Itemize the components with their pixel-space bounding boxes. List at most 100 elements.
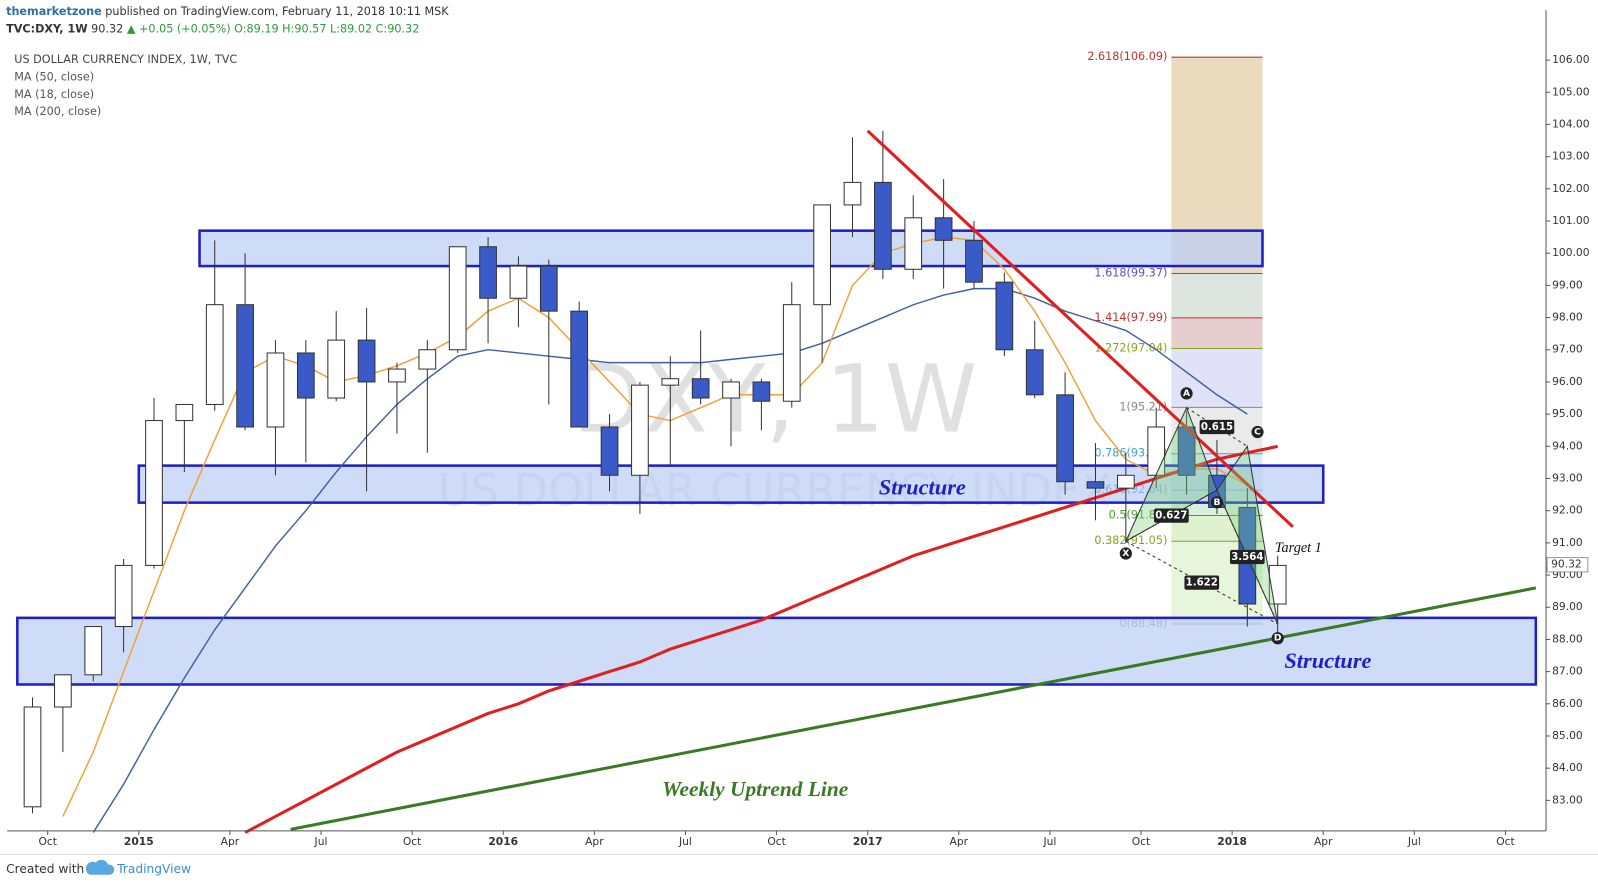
x-tick-label: Jul (678, 835, 692, 848)
brand-logo[interactable] (85, 859, 115, 875)
candle-body (84, 626, 103, 676)
y-tick-label: 91.00 (1552, 536, 1583, 549)
candle-body (661, 378, 680, 386)
candle-body (752, 381, 771, 402)
brand-link[interactable]: TradingView (116, 862, 191, 876)
ratio-badge (1199, 419, 1235, 435)
candle-body (266, 352, 285, 428)
pattern-point-badge (1271, 632, 1284, 645)
x-tick-label: 2015 (124, 835, 154, 848)
trend-line (290, 586, 1537, 831)
candle-body (357, 339, 376, 383)
candle-body (1116, 474, 1135, 489)
annotation: Structure (879, 475, 966, 500)
x-tick-label: Jul (1407, 835, 1421, 848)
x-tick-label: Oct (767, 835, 785, 848)
candle-body (570, 310, 589, 428)
ratio-badge (1154, 508, 1189, 523)
fib-label: 1.618(99.37) (1094, 266, 1167, 279)
ratio-label: 0.627 (1155, 511, 1187, 522)
candle-body (479, 246, 497, 299)
annotation: Weekly Uptrend Line (662, 777, 849, 801)
fib-band (1171, 273, 1263, 318)
candle-body (782, 304, 801, 402)
quote-line: TVC:DXY, 1W 90.32 ▲ +0.05 (+0.05%) O:89.… (6, 23, 419, 36)
fib-label: 1.414(97.99) (1094, 311, 1167, 324)
y-tick-label: 100.00 (1552, 246, 1590, 259)
candle-body (448, 246, 467, 351)
candle-body (995, 281, 1014, 351)
last-price-marker (1546, 557, 1589, 573)
candle-body (722, 381, 740, 399)
ratio-label: 0.615 (1201, 422, 1233, 433)
ohlc: C:90.32 (376, 23, 420, 36)
candle-body (1086, 481, 1105, 489)
fib-label: 0.382(91.05) (1094, 534, 1167, 547)
legend-entry: MA (18, close) (14, 88, 94, 101)
y-tick-label: 94.00 (1552, 439, 1583, 452)
y-tick-label: 104.00 (1552, 117, 1590, 130)
y-tick-label: 98.00 (1552, 311, 1583, 324)
ratio-badge (1184, 575, 1220, 590)
ratio-label: 1.622 (1186, 578, 1218, 589)
fib-label: 2.618(106.09) (1087, 50, 1167, 63)
ohlc: O:89.19 (234, 23, 278, 36)
author[interactable]: themarketzone (6, 5, 102, 18)
ma-line (62, 236, 1248, 817)
x-tick-label: Apr (950, 835, 969, 848)
candle-body (388, 368, 406, 383)
y-tick-label: 102.00 (1552, 182, 1590, 195)
candle-body (23, 706, 42, 808)
y-tick-label: 85.00 (1552, 729, 1583, 742)
fib-band (1171, 317, 1263, 349)
ratio-label: 3.564 (1231, 552, 1263, 563)
candle-body (175, 403, 194, 422)
candle-body (539, 265, 558, 312)
candle-body (509, 265, 528, 299)
x-tick-label: Apr (1314, 835, 1333, 848)
candle-body (934, 217, 953, 241)
pattern-point-badge (1251, 425, 1264, 439)
x-tick-label: Jul (314, 835, 328, 848)
y-tick-label: 99.00 (1552, 278, 1583, 291)
candle-body (813, 204, 831, 306)
candle-body (418, 349, 437, 370)
pattern-point-label: X (1122, 548, 1129, 559)
x-tick-label: 2017 (853, 835, 883, 848)
legend-entry: MA (50, close) (14, 70, 94, 83)
legend: MA (50, close) MA (18, close) MA (200, clo… (14, 70, 101, 118)
ohlc: H:90.57 (282, 23, 326, 36)
y-tick-label: 105.00 (1552, 85, 1590, 98)
last-price-label: 90.32 (1551, 558, 1582, 571)
fib-label: 1(95.21) (1119, 400, 1167, 413)
pattern-point-label: D (1274, 633, 1282, 644)
y-tick-label: 106.00 (1552, 53, 1590, 66)
candle-body (1268, 564, 1287, 605)
x-tick-label: 2016 (488, 835, 518, 848)
structure-zone (16, 616, 1538, 686)
candle-body (114, 564, 133, 628)
candle-body (874, 181, 892, 270)
candle-body (965, 239, 983, 283)
structure-zone (198, 229, 1264, 268)
footer-text: Created with (6, 862, 84, 876)
change: ▲ +0.05 (+0.05%) (127, 23, 231, 36)
last: 90.32 (91, 23, 123, 36)
y-tick-label: 83.00 (1552, 793, 1583, 806)
x-tick-label: Apr (221, 835, 240, 848)
annotation: Target 1 (1275, 540, 1322, 556)
y-tick-label: 93.00 (1552, 471, 1583, 484)
annotation: Structure (1284, 648, 1371, 673)
y-tick-label: 103.00 (1552, 150, 1590, 163)
header-line: themarketzone published on TradingView.c… (6, 5, 449, 18)
legend-entry: MA (200, close) (14, 105, 101, 118)
pattern-point-label: B (1213, 497, 1220, 508)
candle-body (54, 674, 72, 708)
y-tick-label: 96.00 (1552, 375, 1583, 388)
y-tick-label: 89.00 (1552, 600, 1583, 613)
y-tick-label: 88.00 (1552, 632, 1583, 645)
y-tick-label: 95.00 (1552, 407, 1583, 420)
candle-body (631, 384, 649, 476)
